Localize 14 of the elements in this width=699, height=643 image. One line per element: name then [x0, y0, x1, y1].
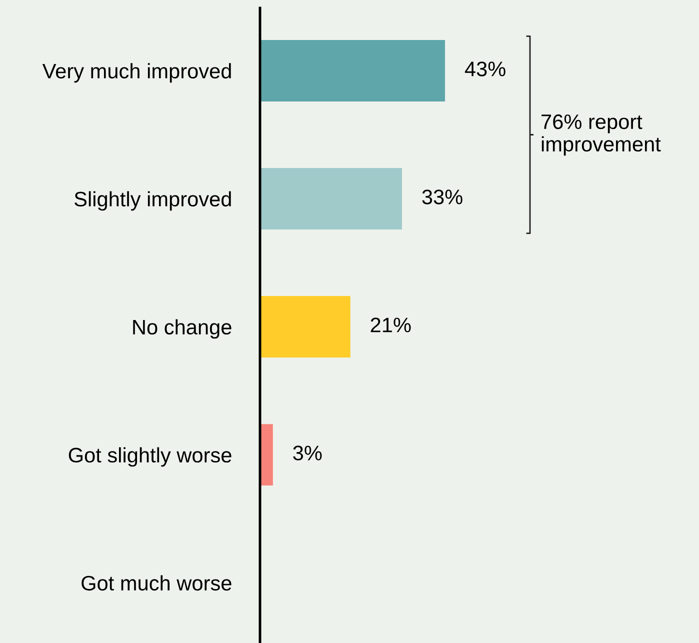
text: 76% report improvement: [542, 114, 661, 156]
bar: [260, 424, 273, 486]
data-label: 33%: [422, 190, 462, 204]
data-label: 21%: [370, 318, 411, 332]
data-label: 3%: [293, 446, 322, 460]
bar: [260, 168, 402, 230]
y-tick-label: Slightly improved: [74, 191, 231, 211]
y-tick-label: Got slightly worse: [68, 447, 232, 467]
y-tick-label: Got much worse: [82, 575, 232, 591]
data-label: 43%: [464, 62, 506, 76]
bar: [260, 40, 445, 102]
y-tick-label: Very much improved: [42, 63, 231, 83]
bar: [260, 296, 350, 358]
y-tick-label: No change: [133, 319, 232, 339]
